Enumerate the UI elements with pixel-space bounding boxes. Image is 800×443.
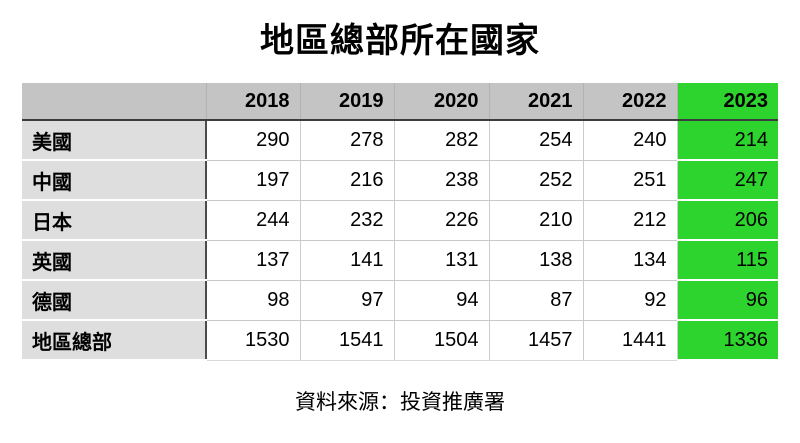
value-cell: 1530 [206,320,301,361]
value-cell: 98 [206,280,301,321]
row-label: 英國 [22,240,207,281]
value-cell: 254 [489,120,584,161]
value-cell: 232 [300,200,395,241]
value-cell: 138 [489,240,584,281]
column-header-2019: 2019 [300,83,395,121]
data-table: 2018 2019 2020 2021 2022 2023 美國 290 278… [22,83,778,361]
value-cell: 251 [583,160,678,201]
value-cell: 244 [206,200,301,241]
table-header-row: 2018 2019 2020 2021 2022 2023 [22,83,778,121]
value-cell: 282 [394,120,490,161]
value-cell: 252 [489,160,584,201]
row-label: 美國 [22,120,207,161]
value-cell: 137 [206,240,301,281]
value-cell: 92 [583,280,678,321]
value-cell: 94 [394,280,490,321]
value-cell-highlight: 247 [677,160,778,201]
value-cell: 212 [583,200,678,241]
value-cell: 1441 [583,320,678,361]
value-cell: 97 [300,280,395,321]
value-cell: 141 [300,240,395,281]
value-cell: 131 [394,240,490,281]
value-cell-highlight: 1336 [677,320,778,361]
value-cell: 238 [394,160,490,201]
value-cell-highlight: 214 [677,120,778,161]
value-cell: 1504 [394,320,490,361]
row-label: 德國 [22,280,207,321]
column-header-2023-highlight: 2023 [677,83,778,121]
value-cell: 87 [489,280,584,321]
value-cell: 197 [206,160,301,201]
row-label: 日本 [22,200,207,241]
value-cell: 290 [206,120,301,161]
value-cell: 1457 [489,320,584,361]
source-note: 資料來源：投資推廣署 [295,391,505,414]
value-cell-highlight: 206 [677,200,778,241]
column-header-2022: 2022 [583,83,678,121]
table-row-germany: 德國 98 97 94 87 92 96 [22,280,778,321]
column-header-2018: 2018 [206,83,301,121]
corner-cell [22,83,207,121]
row-label: 地區總部 [22,320,207,361]
column-header-2021: 2021 [489,83,584,121]
table-row-china: 中國 197 216 238 252 251 247 [22,160,778,201]
table-row-uk: 英國 137 141 131 138 134 115 [22,240,778,281]
table-row-usa: 美國 290 278 282 254 240 214 [22,120,778,161]
value-cell: 226 [394,200,490,241]
value-cell: 1541 [300,320,395,361]
row-label: 中國 [22,160,207,201]
column-header-2020: 2020 [394,83,490,121]
value-cell: 278 [300,120,395,161]
value-cell: 210 [489,200,584,241]
table-row-total: 地區總部 1530 1541 1504 1457 1441 1336 [22,320,778,361]
value-cell: 216 [300,160,395,201]
value-cell: 240 [583,120,678,161]
value-cell-highlight: 115 [677,240,778,281]
chart-title: 地區總部所在國家 [260,22,540,60]
value-cell-highlight: 96 [677,280,778,321]
value-cell: 134 [583,240,678,281]
table-row-japan: 日本 244 232 226 210 212 206 [22,200,778,241]
